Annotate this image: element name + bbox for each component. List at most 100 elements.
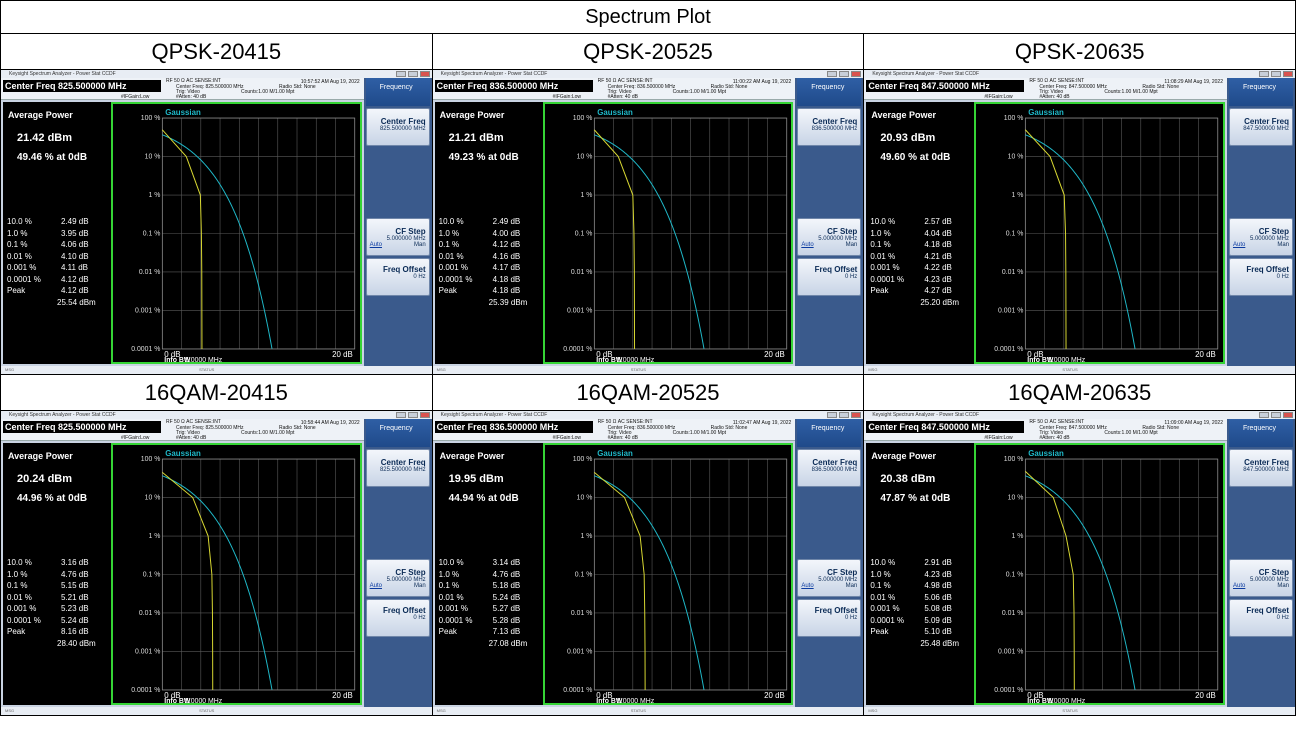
cf-step-softkey[interactable]: CF Step 5.000000 MHz Auto Man: [1229, 559, 1293, 597]
settings-bar: Center Freq 847.500000 MHz RF 50 Ω AC SE…: [864, 78, 1227, 100]
ccdf-row: 0.01 % 4.10 dB: [7, 251, 96, 263]
ccdf-row-label: 0.0001 %: [870, 615, 905, 625]
average-power-label: Average Power: [8, 451, 73, 461]
screenshot-cell: Keysight Spectrum Analyzer - Power Stat …: [0, 69, 433, 375]
center-freq-display[interactable]: Center Freq 836.500000 MHz: [434, 421, 593, 433]
center-freq-display[interactable]: Center Freq 825.500000 MHz: [3, 80, 161, 92]
auto-option[interactable]: Auto: [1233, 583, 1246, 589]
ccdf-row-label: 0.0001 %: [438, 274, 473, 284]
ccdf-row-label: 0.1 %: [870, 581, 891, 590]
auto-man-toggle[interactable]: Auto Man: [798, 583, 857, 589]
close-icon[interactable]: [419, 412, 430, 418]
maximize-icon[interactable]: [839, 412, 850, 418]
auto-man-toggle[interactable]: Auto Man: [1230, 583, 1289, 589]
ccdf-row: 1.0 % 4.04 dB: [870, 228, 959, 240]
center-freq-softkey-label: Center Freq: [380, 117, 426, 126]
close-icon[interactable]: [851, 412, 862, 418]
center-freq-softkey[interactable]: Center Freq 847.500000 MHz: [1229, 108, 1293, 146]
ccdf-row-value: 4.76 dB: [492, 569, 521, 579]
measured-trace: [161, 129, 203, 349]
average-power-label: Average Power: [871, 110, 937, 120]
ccdf-row: Peak 4.27 dB: [870, 285, 959, 297]
auto-man-toggle[interactable]: Auto Man: [1230, 242, 1289, 248]
cf-step-softkey[interactable]: CF Step 5.000000 MHz Auto Man: [365, 559, 430, 597]
spectrum-analyzer-window: Keysight Spectrum Analyzer - Power Stat …: [1, 411, 432, 715]
timestamp: 11:00:22 AM Aug 19, 2022: [732, 79, 792, 85]
auto-man-toggle[interactable]: Auto Man: [798, 242, 857, 248]
ccdf-row-label: 0.01 %: [7, 251, 32, 261]
minimize-icon[interactable]: [1259, 71, 1269, 77]
center-freq-softkey[interactable]: Center Freq 825.500000 MHz: [365, 108, 430, 146]
man-option[interactable]: Man: [1277, 242, 1289, 248]
man-option[interactable]: Man: [845, 242, 858, 248]
auto-option[interactable]: Auto: [801, 242, 814, 248]
ccdf-table: 10.0 % 2.57 dB 1.0 % 4.04 dB 0.1 % 4.18 dB 0.0…: [870, 216, 959, 308]
minimize-icon[interactable]: [827, 71, 838, 77]
cf-step-label: CF Step: [395, 227, 426, 236]
ccdf-row-value: 3.14 dB: [492, 558, 521, 567]
screenshot-cell: Keysight Spectrum Analyzer - Power Stat …: [431, 69, 865, 375]
minimize-icon[interactable]: [827, 412, 838, 418]
center-freq-display[interactable]: Center Freq 847.500000 MHz: [866, 80, 1025, 92]
close-icon[interactable]: [1283, 412, 1293, 418]
freq-offset-softkey[interactable]: Freq Offset 0 Hz: [1229, 258, 1293, 296]
freq-offset-softkey[interactable]: Freq Offset 0 Hz: [797, 258, 862, 296]
center-freq-display[interactable]: Center Freq 847.500000 MHz: [866, 421, 1025, 433]
freq-offset-softkey[interactable]: Freq Offset 0 Hz: [797, 599, 862, 637]
center-freq-softkey[interactable]: Center Freq 847.500000 MHz: [1229, 449, 1293, 487]
timestamp: 11:02:47 AM Aug 19, 2022: [732, 420, 792, 426]
maximize-icon[interactable]: [407, 412, 418, 418]
freq-offset-softkey[interactable]: Freq Offset 0 Hz: [1229, 599, 1293, 637]
center-freq-display[interactable]: Center Freq 825.500000 MHz: [3, 421, 161, 433]
ccdf-row: 10.0 % 2.49 dB: [7, 216, 96, 228]
ccdf-row: 10.0 % 2.49 dB: [439, 216, 528, 228]
minimize-icon[interactable]: [395, 71, 406, 77]
freq-offset-softkey[interactable]: Freq Offset 0 Hz: [365, 599, 430, 637]
ccdf-row: 0.0001 % 5.24 dB: [7, 615, 96, 627]
y-tick-label: 10 %: [145, 495, 161, 502]
y-tick-label: 0.1 %: [1006, 230, 1024, 237]
panel-header: 16QAM-20635: [863, 374, 1296, 411]
center-freq-softkey-label: Center Freq: [812, 458, 858, 467]
close-icon[interactable]: [1283, 71, 1293, 77]
y-tick-label: 0.0001 %: [131, 346, 160, 353]
ccdf-row: 10.0 % 3.14 dB: [439, 557, 528, 569]
auto-option[interactable]: Auto: [369, 242, 382, 248]
auto-man-toggle[interactable]: Auto Man: [367, 583, 426, 589]
center-freq-softkey[interactable]: Center Freq 825.500000 MHz: [365, 449, 430, 487]
maximize-icon[interactable]: [1271, 71, 1281, 77]
x-start-label: 0 dB: [596, 691, 612, 700]
ccdf-row-value: 5.27 dB: [492, 604, 521, 613]
ccdf-row-value: 7.13 dB: [492, 627, 521, 636]
minimize-icon[interactable]: [1259, 412, 1269, 418]
cf-step-value: 5.000000 MHz: [1249, 236, 1289, 242]
y-tick-label: 0.0001 %: [563, 687, 592, 694]
ccdf-row-label: 0.001 %: [870, 604, 900, 613]
cf-step-softkey[interactable]: CF Step 5.000000 MHz Auto Man: [797, 559, 862, 597]
center-freq-display[interactable]: Center Freq 836.500000 MHz: [434, 80, 593, 92]
ccdf-row: 1.0 % 4.00 dB: [439, 228, 528, 240]
freq-offset-value: 0 Hz: [1276, 615, 1289, 621]
auto-man-toggle[interactable]: Auto Man: [367, 242, 426, 248]
close-icon[interactable]: [419, 71, 430, 77]
cf-step-softkey[interactable]: CF Step 5.000000 MHz Auto Man: [365, 218, 430, 256]
maximize-icon[interactable]: [1271, 412, 1281, 418]
auto-option[interactable]: Auto: [801, 583, 814, 589]
close-icon[interactable]: [851, 71, 862, 77]
cf-step-softkey[interactable]: CF Step 5.000000 MHz Auto Man: [1229, 218, 1293, 256]
man-option[interactable]: Man: [1277, 583, 1289, 589]
center-freq-softkey[interactable]: Center Freq 836.500000 MHz: [797, 108, 862, 146]
minimize-icon[interactable]: [395, 412, 406, 418]
man-option[interactable]: Man: [845, 583, 858, 589]
ccdf-row: 1.0 % 4.23 dB: [870, 569, 959, 581]
center-freq-softkey[interactable]: Center Freq 836.500000 MHz: [797, 449, 862, 487]
auto-option[interactable]: Auto: [369, 583, 382, 589]
y-tick-label: 0.001 %: [998, 648, 1023, 655]
auto-option[interactable]: Auto: [1233, 242, 1246, 248]
freq-offset-softkey[interactable]: Freq Offset 0 Hz: [365, 258, 430, 296]
man-option[interactable]: Man: [413, 583, 426, 589]
man-option[interactable]: Man: [413, 242, 426, 248]
cf-step-softkey[interactable]: CF Step 5.000000 MHz Auto Man: [797, 218, 862, 256]
maximize-icon[interactable]: [407, 71, 418, 77]
maximize-icon[interactable]: [839, 71, 850, 77]
